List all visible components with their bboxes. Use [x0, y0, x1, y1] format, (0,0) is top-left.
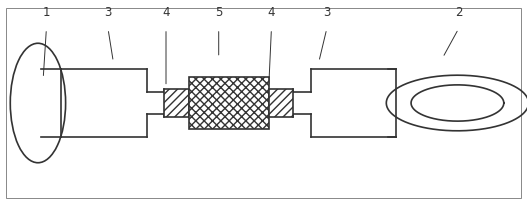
- Text: 3: 3: [104, 6, 112, 19]
- Text: 2: 2: [455, 6, 462, 19]
- Text: 4: 4: [162, 6, 170, 19]
- Bar: [164, 89, 189, 117]
- Text: 4: 4: [268, 6, 275, 19]
- Text: 3: 3: [323, 6, 330, 19]
- Bar: [269, 89, 293, 117]
- Bar: [189, 77, 269, 129]
- Text: 5: 5: [215, 6, 222, 19]
- Text: 1: 1: [43, 6, 50, 19]
